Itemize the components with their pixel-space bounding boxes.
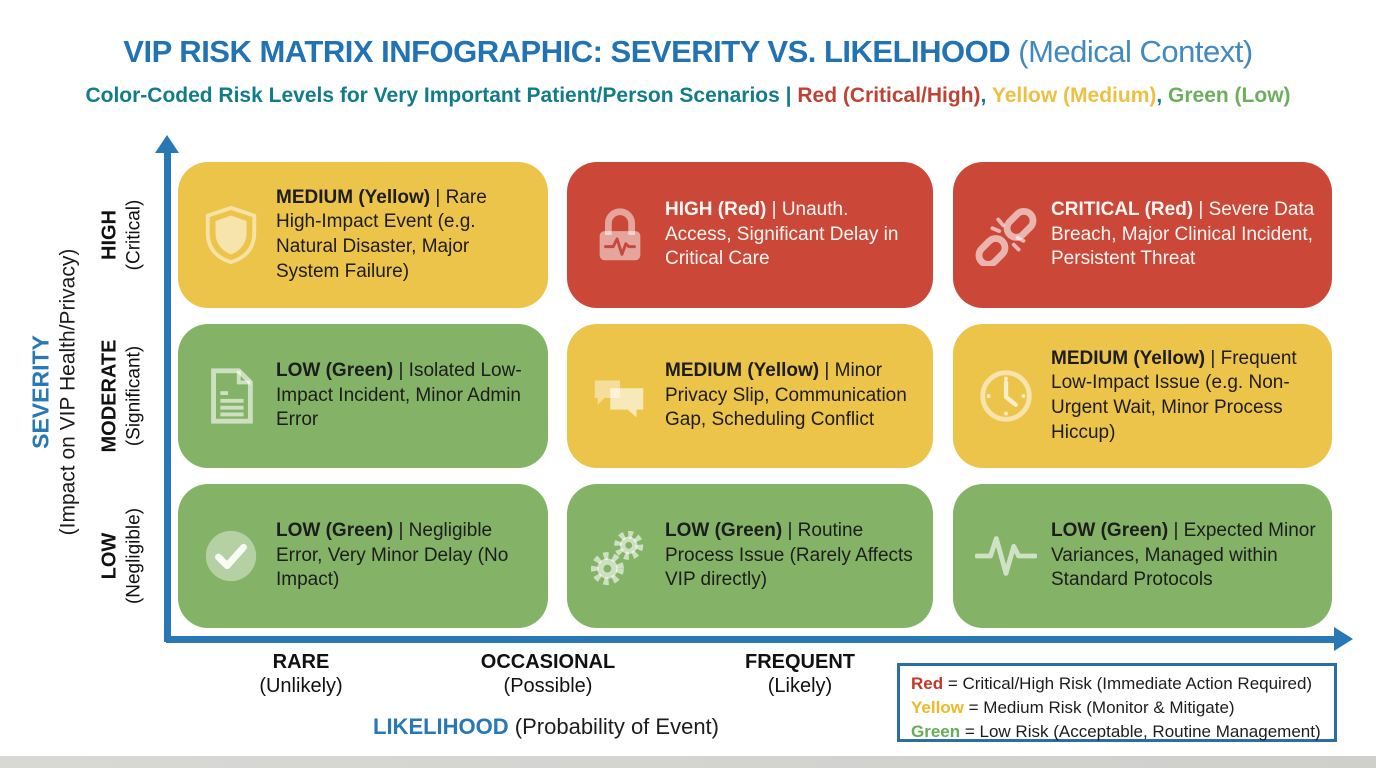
likelihood-axis-line xyxy=(166,636,1336,643)
cell-low-rare: LOW (Green) | Negligible Error, Very Min… xyxy=(178,484,548,628)
cell-moderate-rare: LOW (Green) | Isolated Low-Impact Incide… xyxy=(178,324,548,468)
severity-axis-title: SEVERITY (Impact on VIP Health/Privacy) xyxy=(27,249,82,536)
cell-low-occasional: LOW (Green) | Routine Process Issue (Rar… xyxy=(567,484,933,628)
likelihood-axis-arrow-icon xyxy=(1334,627,1353,651)
cell-low-frequent: LOW (Green) | Expected Minor Variances, … xyxy=(953,484,1332,628)
cell-text: LOW (Green) | Isolated Low-Impact Incide… xyxy=(276,359,522,431)
cell-text: LOW (Green) | Negligible Error, Very Min… xyxy=(276,519,509,591)
x-tick-rare-sub: (Unlikely) xyxy=(259,675,343,698)
shield-icon xyxy=(200,204,262,266)
cell-text: MEDIUM (Yellow) | Frequent Low-Impact Is… xyxy=(1051,347,1297,443)
severity-axis-title-main: SEVERITY xyxy=(27,335,54,449)
y-tick-low-sub: (Negligible) xyxy=(123,507,145,605)
y-tick-high-label: HIGH xyxy=(98,210,121,260)
legend-yellow-text: = Medium Risk (Monitor & Mitigate) xyxy=(963,698,1235,718)
severity-axis-arrow-icon xyxy=(155,135,179,153)
subtitle-yellow-key: Yellow (Medium) xyxy=(991,84,1157,107)
likelihood-axis-title-sub: (Probability of Event) xyxy=(508,714,719,739)
legend-item-red: Red = Critical/High Risk (Immediate Acti… xyxy=(911,672,1323,696)
subtitle-red-key: Red (Critical/High) xyxy=(797,84,981,107)
legend-green-term: Green xyxy=(911,722,961,742)
cell-high-rare: MEDIUM (Yellow) | Rare High-Impact Event… xyxy=(178,162,548,308)
cell-text: MEDIUM (Yellow) | Rare High-Impact Event… xyxy=(276,186,487,282)
subtitle-sep1: , xyxy=(980,84,992,107)
y-tick-low-label: LOW xyxy=(98,532,121,580)
legend-red-term: Red xyxy=(911,674,944,693)
cell-moderate-frequent: MEDIUM (Yellow) | Frequent Low-Impact Is… xyxy=(953,324,1332,468)
legend-box: Red = Critical/High Risk (Immediate Acti… xyxy=(897,663,1337,742)
page-title: VIP RISK MATRIX INFOGRAPHIC: SEVERITY VS… xyxy=(0,34,1376,70)
likelihood-axis-title-main: LIKELIHOOD xyxy=(373,714,509,739)
y-tick-high: HIGH (Critical) xyxy=(98,200,147,271)
bottom-gray-band xyxy=(0,756,1376,768)
clock-icon xyxy=(975,365,1037,427)
document-icon xyxy=(200,365,262,427)
subtitle-green-key: Green (Low) xyxy=(1168,84,1291,107)
x-tick-frequent: FREQUENT (Likely) xyxy=(745,650,855,699)
cell-text: CRITICAL (Red) | Severe Data Breach, Maj… xyxy=(1051,198,1315,270)
legend-item-green: Green = Low Risk (Acceptable, Routine Ma… xyxy=(911,720,1323,744)
x-tick-rare: RARE (Unlikely) xyxy=(259,650,342,699)
cell-text: HIGH (Red) | Unauth. Access, Significant… xyxy=(665,198,899,270)
y-tick-low: LOW (Negligible) xyxy=(98,508,147,604)
cell-text: MEDIUM (Yellow) | Minor Privacy Slip, Co… xyxy=(665,359,907,431)
page-subtitle: Color-Coded Risk Levels for Very Importa… xyxy=(0,84,1376,108)
legend-yellow-term: Yellow xyxy=(911,698,964,718)
severity-axis-title-sub: (Impact on VIP Health/Privacy) xyxy=(56,248,80,536)
chat-bubbles-icon xyxy=(589,365,651,427)
x-tick-frequent-label: FREQUENT xyxy=(745,651,855,673)
lock-heartbeat-icon xyxy=(589,204,651,266)
broken-chain-icon xyxy=(975,204,1037,266)
page-title-context: (Medical Context) xyxy=(1010,34,1253,69)
ecg-waveform-icon xyxy=(975,525,1037,587)
cell-text: LOW (Green) | Expected Minor Variances, … xyxy=(1051,519,1316,591)
subtitle-sep2: , xyxy=(1156,84,1169,107)
legend-green-text: = Low Risk (Acceptable, Routine Manageme… xyxy=(960,722,1321,742)
y-tick-high-sub: (Critical) xyxy=(123,199,145,271)
likelihood-axis-title: LIKELIHOOD (Probability of Event) xyxy=(373,714,719,740)
x-tick-occasional: OCCASIONAL (Possible) xyxy=(481,650,615,699)
x-tick-frequent-sub: (Likely) xyxy=(767,675,833,698)
y-tick-moderate: MODERATE (Significant) xyxy=(98,340,147,453)
y-tick-moderate-label: MODERATE xyxy=(98,339,121,453)
x-tick-occasional-label: OCCASIONAL xyxy=(480,651,616,673)
cell-high-occasional: HIGH (Red) | Unauth. Access, Significant… xyxy=(567,162,933,308)
gears-icon xyxy=(589,525,651,587)
legend-red-text: = Critical/High Risk (Immediate Action R… xyxy=(943,674,1313,693)
x-tick-rare-label: RARE xyxy=(272,651,330,673)
subtitle-lead: Color-Coded Risk Levels for Very Importa… xyxy=(85,84,798,107)
legend-item-yellow: Yellow = Medium Risk (Monitor & Mitigate… xyxy=(911,696,1323,720)
y-tick-moderate-sub: (Significant) xyxy=(123,345,145,447)
severity-axis-line xyxy=(164,150,171,642)
page-title-main: VIP RISK MATRIX INFOGRAPHIC: SEVERITY VS… xyxy=(123,34,1011,69)
cell-high-frequent: CRITICAL (Red) | Severe Data Breach, Maj… xyxy=(953,162,1332,308)
check-circle-icon xyxy=(200,525,262,587)
cell-text: LOW (Green) | Routine Process Issue (Rar… xyxy=(665,519,913,591)
cell-moderate-occasional: MEDIUM (Yellow) | Minor Privacy Slip, Co… xyxy=(567,324,933,468)
x-tick-occasional-sub: (Possible) xyxy=(503,675,593,698)
